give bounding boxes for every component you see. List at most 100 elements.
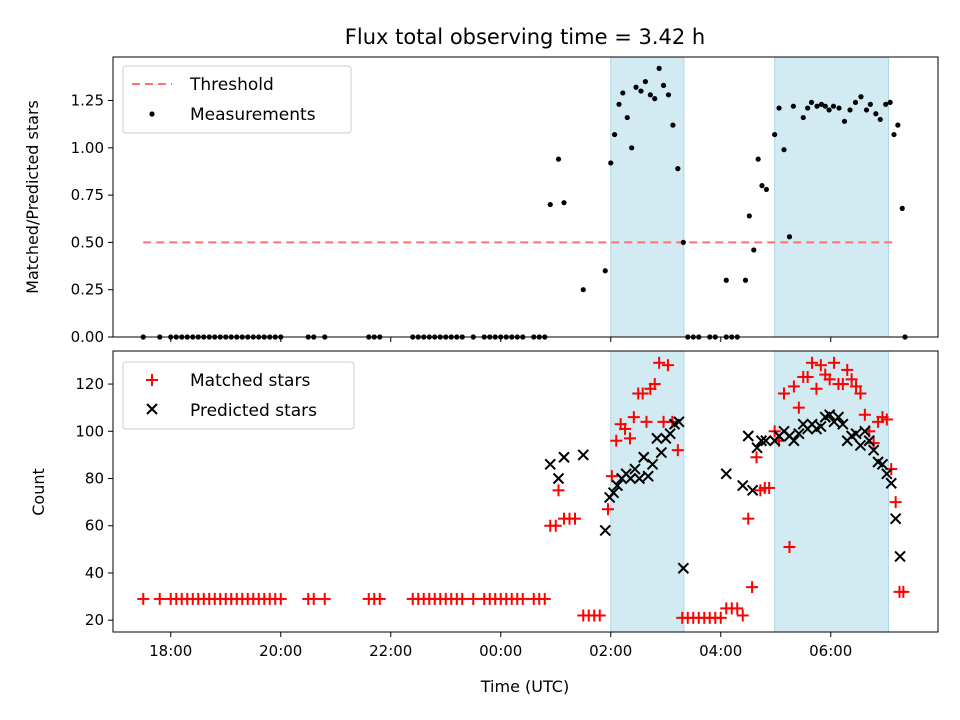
predicted-star-points [544,409,906,574]
predicted-star-point [544,458,556,471]
measurement-point [656,65,662,71]
legend-measurements-label: Measurements [190,105,316,125]
matched-star-point [318,592,331,605]
measurement-point [805,105,811,111]
predicted-star-point [611,479,624,492]
measurement-point [675,166,681,172]
predicted-star-point [599,524,611,537]
matched-star-point [750,451,763,464]
matched-star-point [763,481,776,494]
predicted-star-point [629,463,641,475]
matched-star-point [569,512,581,525]
bottom-y-tick-label: 20 [85,611,104,629]
matched-star-point [731,602,744,615]
top-legend: Threshold Measurements [122,65,352,134]
measurement-point [836,105,842,111]
matched-star-point [778,387,790,400]
predicted-star-point [673,416,685,428]
shaded-interval-0 [610,350,685,633]
predicted-star-point [889,512,902,525]
x-tick-label: 00:00 [479,642,522,660]
shaded-interval-1 [774,56,890,338]
measurement-point [616,101,622,107]
predicted-star-point [646,458,659,471]
matched-star-point [605,470,618,483]
measurement-point [755,156,761,162]
measurement-point [638,88,644,94]
measurement-point [822,103,828,109]
matched-star-point [516,592,529,605]
matched-star-point [153,592,166,605]
measurement-points [140,65,908,340]
measurement-point [620,90,626,96]
predicted-star-point [885,477,897,489]
matched-star-point [671,444,684,457]
measurement-point [858,94,864,100]
matched-star-point [801,370,814,383]
measurement-point [899,205,905,211]
matched-star-point [538,592,551,605]
x-tick-label: 18:00 [149,642,192,660]
bottom-y-ticks: 20 40 60 80 100 120 [75,375,113,629]
measurement-point [895,122,901,128]
predicted-star-point [867,444,880,456]
predicted-star-point [815,420,827,433]
measurement-point [759,183,765,189]
measurement-point [790,103,796,109]
measurement-point [624,114,630,121]
predicted-star-point [859,425,871,437]
matched-star-point [627,411,640,424]
measurement-point [629,145,635,151]
measurement-point [612,131,618,138]
top-y-tick-label: 0.25 [71,281,104,299]
measurement-point [776,105,782,111]
matched-star-point [810,382,823,395]
measurement-point [608,160,614,166]
legend-matched-swatch [146,374,158,386]
predicted-star-point [793,427,805,440]
matched-star-point [867,437,880,450]
matched-star-point [648,378,661,391]
matched-star-point [636,387,649,400]
measurement-point [547,201,553,208]
predicted-star-point [720,468,732,480]
predicted-star-point [881,468,893,480]
bottom-y-tick-label: 60 [85,517,104,535]
bottom-axes-frame [112,350,939,633]
matched-star-point [746,581,759,594]
predicted-star-point [837,418,849,430]
matched-star-point [610,434,623,447]
x-tick-label: 02:00 [589,642,632,660]
predicted-star-point [863,435,875,447]
measurement-point [665,92,672,98]
predicted-star-point [655,446,668,459]
predicted-star-point [651,432,663,445]
matched-star-point [854,387,867,400]
bottom-y-tick-label: 40 [85,564,104,582]
predicted-star-point [850,427,862,440]
matched-star-point [736,609,749,622]
matched-star-point [624,432,636,445]
matched-star-point [897,585,910,598]
measurement-point [602,268,608,274]
matched-star-point [467,592,480,605]
top-legend-box [122,65,352,134]
top-y-tick-label: 0.50 [71,233,104,251]
matched-star-point [640,415,653,428]
legend-matched-label: Matched stars [190,371,310,391]
chart-title: Flux total observing time = 3.42 h [345,25,705,49]
measurement-point [652,96,658,102]
matched-star-point [742,512,755,525]
bottom-legend-box [122,361,355,430]
top-y-tick-label: 1.00 [71,139,104,157]
x-axis-label: Time (UTC) [480,677,569,696]
bottom-panel: 20 40 60 80 100 120 18:00 20:00 22:00 00:00 02:00… [29,350,939,660]
matched-star-point [783,540,796,553]
matched-star-point [549,519,562,532]
matched-star-point [880,413,893,426]
top-y-ticks: 0.00 0.25 0.50 0.75 1.00 1.25 [71,92,113,346]
predicted-star-point [894,550,906,563]
measurement-point [891,131,897,138]
top-y-tick-label: 0.00 [71,328,104,346]
